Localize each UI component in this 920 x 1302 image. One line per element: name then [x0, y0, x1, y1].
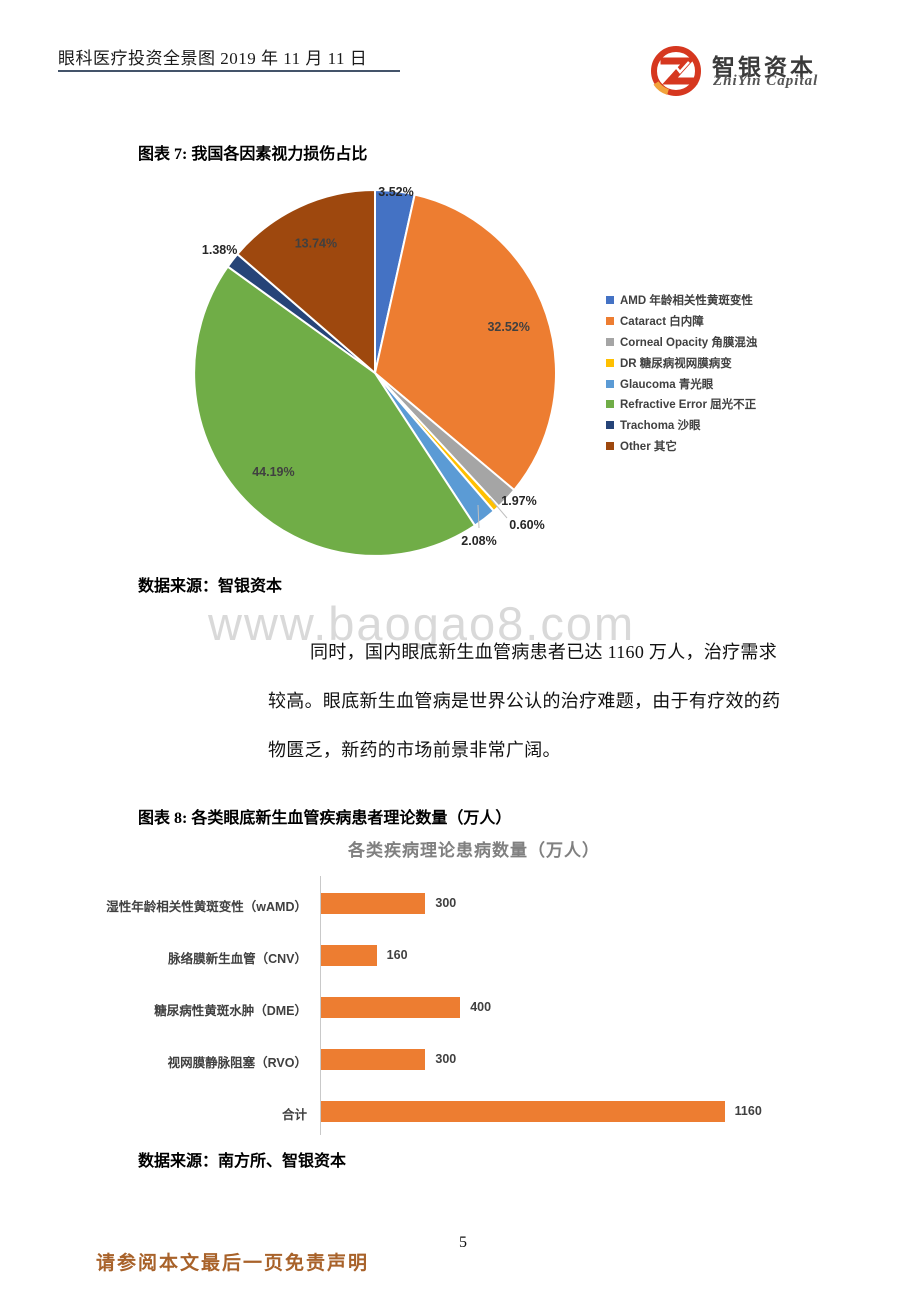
figure7-caption: 图表 7: 我国各因素视力损伤占比	[138, 146, 368, 163]
legend-item: Trachoma 沙眼	[606, 415, 757, 436]
logo-name-en: ZhiYin Capital	[713, 73, 819, 89]
bar-category-label: 脉络膜新生血管（CNV）	[168, 952, 307, 966]
legend-marker-icon	[606, 441, 614, 450]
pie-leader-line	[477, 504, 480, 529]
pie-legend: AMD 年龄相关性黄斑变性 Cataract 白内障 Corneal Opacity…	[606, 290, 757, 456]
legend-label: Refractive Error 屈光不正	[620, 399, 757, 412]
pie-slice	[374, 372, 516, 508]
pie-value-label: 3.52%	[378, 185, 413, 199]
legend-marker-icon	[606, 337, 614, 346]
bar-rect	[321, 893, 426, 914]
bar-rect	[321, 1101, 725, 1122]
pie-slice	[226, 252, 376, 374]
bar-category-label: 糖尿病性黄斑水肿（DME）	[154, 1004, 307, 1018]
legend-label: Cataract 白内障	[620, 316, 704, 329]
pie-value-label: 1.38%	[202, 243, 237, 257]
bar-category-label: 视网膜静脉阻塞（RVO）	[167, 1056, 307, 1070]
legend-item: Corneal Opacity 角膜混浊	[606, 332, 757, 353]
legend-item: Refractive Error 屈光不正	[606, 394, 757, 415]
logo-name-cn: 智银资本	[712, 54, 816, 80]
pie-value-label: 44.19%	[252, 465, 294, 479]
pie-slice	[374, 372, 501, 513]
page-number: 5	[459, 1234, 467, 1251]
legend-item: Cataract 白内障	[606, 311, 757, 332]
body-paragraph-line: 同时，国内眼底新生血管病患者已达 1160 万人，治疗需求	[310, 642, 778, 662]
legend-marker-icon	[606, 421, 614, 430]
legend-label: DR 糖尿病视网膜病变	[620, 357, 732, 370]
legend-label: Corneal Opacity 角膜混浊	[620, 336, 758, 349]
footer-disclaimer: 请参阅本文最后一页免责声明	[96, 1253, 370, 1274]
bar-rect	[321, 1049, 426, 1070]
pie-slice	[373, 193, 557, 492]
bar-value-label: 300	[435, 896, 457, 910]
bar-rect	[321, 997, 461, 1018]
body-paragraph-line: 物匮乏，新药的市场前景非常广阔。	[268, 740, 561, 760]
bar-chart-axis	[320, 876, 321, 1135]
bar-value-label: 400	[470, 1000, 492, 1014]
legend-label: Glaucoma 青光眼	[620, 378, 714, 391]
figure7-source: 数据来源：智银资本	[138, 578, 283, 595]
pie-value-label: 32.52%	[487, 320, 529, 334]
legend-item: Glaucoma 青光眼	[606, 373, 757, 394]
pie-value-label: 0.60%	[509, 518, 544, 532]
legend-item: AMD 年龄相关性黄斑变性	[606, 290, 757, 311]
legend-item: Other 其它	[606, 436, 757, 457]
pie-value-label: 1.97%	[501, 494, 536, 508]
pie-slice	[193, 265, 477, 557]
pie-value-label: 13.74%	[295, 236, 337, 250]
report-header-title: 眼科医疗投资全景图 2019 年 11 月 11 日	[58, 44, 400, 72]
legend-marker-icon	[606, 379, 614, 388]
pie-slice	[374, 188, 416, 374]
bar-chart-title: 各类疾病理论患病数量（万人）	[348, 841, 600, 860]
logo-icon	[651, 46, 701, 96]
bar-value-label: 160	[386, 948, 408, 962]
legend-marker-icon	[606, 317, 614, 326]
body-paragraph-line: 较高。眼底新生血管病是世界公认的治疗难题，由于有疗效的药	[268, 691, 781, 711]
watermark: www.baogao8.com	[208, 597, 636, 650]
legend-marker-icon	[606, 400, 614, 409]
legend-label: Other 其它	[620, 440, 677, 453]
company-logo: 智银资本 ZhiYin Capital	[648, 40, 878, 100]
legend-label: Trachoma 沙眼	[620, 420, 701, 433]
legend-marker-icon	[606, 296, 614, 305]
legend-marker-icon	[606, 358, 614, 367]
pie-slice	[374, 372, 496, 527]
pie-leader-line	[489, 497, 508, 519]
pie-slice	[235, 188, 376, 376]
bar-category-label: 湿性年龄相关性黄斑变性（wAMD）	[106, 900, 307, 914]
figure8-source: 数据来源：南方所、智银资本	[138, 1153, 347, 1170]
pie-value-label: 2.08%	[461, 534, 496, 548]
legend-item: DR 糖尿病视网膜病变	[606, 352, 757, 373]
legend-label: AMD 年龄相关性黄斑变性	[620, 295, 753, 308]
bar-category-label: 合计	[281, 1108, 307, 1122]
figure8-caption: 图表 8: 各类眼底新生血管疾病患者理论数量（万人）	[138, 810, 512, 827]
bar-value-label: 1160	[734, 1104, 762, 1118]
bar-value-label: 300	[435, 1052, 457, 1066]
bar-rect	[321, 945, 377, 966]
